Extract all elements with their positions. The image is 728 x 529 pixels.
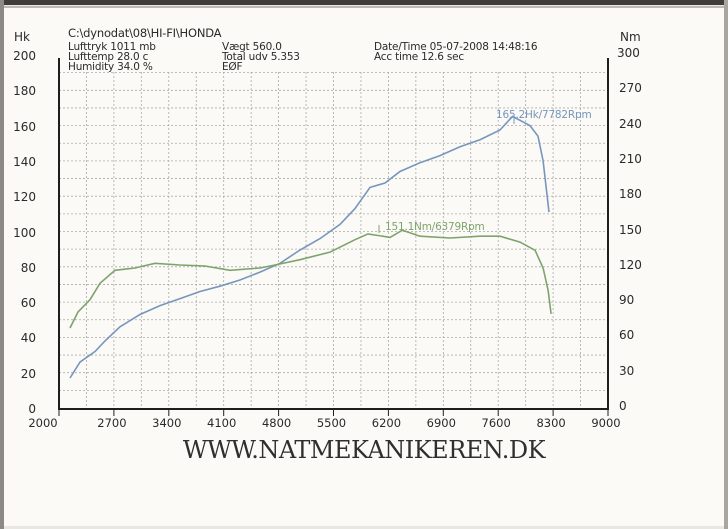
x-tick-label: 4100 [207, 416, 237, 430]
x-tick-label: 2700 [97, 416, 127, 430]
x-tick-label: 6200 [371, 416, 402, 430]
grid-lines [59, 72, 608, 408]
x-tick-label: 3400 [152, 416, 182, 430]
left-tick-label: 180 [13, 84, 36, 99]
x-tick-label: 7600 [481, 416, 511, 430]
total-gear-ratio: Total udv 5.353 [222, 51, 300, 63]
air-temp: Lufttemp 28.0 c [68, 51, 149, 63]
x-tick-label: 2000 [28, 416, 58, 430]
right-tick-label: 120 [619, 257, 642, 272]
scan-edge-left [0, 0, 4, 529]
left-tick-label: 40 [20, 331, 36, 346]
left-tick-label: 80 [20, 260, 36, 275]
humidity: Humidity 34.0 % [68, 61, 153, 73]
x-tick-label: 8300 [536, 416, 566, 430]
left-tick-label: 0 [28, 402, 36, 416]
left-tick-label: 20 [20, 366, 36, 381]
right-tick-label: 150 [619, 222, 642, 237]
right-tick-label: 270 [619, 81, 642, 96]
left-tick-label: 60 [20, 296, 36, 311]
right-tick-label: 0 [619, 399, 627, 413]
left-tick-label: 160 [13, 119, 36, 134]
x-tick-marks [58, 409, 609, 416]
file-path: C:\dynodat\08\HI-FI\HONDA [68, 26, 222, 40]
power-peak-label: 165.2Hk/7782Rpm [496, 109, 592, 121]
weight: Vægt 560.0 [222, 41, 282, 53]
air-pressure: Lufttryk 1011 mb [68, 41, 156, 53]
scan-edge-right [724, 0, 728, 529]
right-tick-label: 180 [619, 187, 642, 202]
torque-curve [69, 229, 552, 329]
dyno-sheet [4, 6, 724, 526]
x-tick-label: 9000 [591, 416, 621, 430]
date-time: Date/Time 05-07-2008 14:48:16 [374, 41, 538, 53]
right-tick-label: 210 [619, 151, 642, 166]
torque-peak-label: 151.1Nm/6379Rpm [385, 221, 485, 233]
right-tick-label: 240 [619, 116, 642, 131]
right-tick-label: 90 [619, 293, 635, 308]
left-axis-unit: Hk [14, 30, 30, 44]
eof-marker: EØF [222, 61, 243, 73]
left-tick-label: 140 [13, 154, 36, 169]
power-curve [69, 115, 550, 379]
acc-time: Acc time 12.6 sec [374, 51, 464, 63]
left-tick-label: 100 [13, 225, 36, 240]
right-tick-label: 300 [617, 46, 640, 60]
right-tick-label: 60 [619, 328, 635, 343]
right-axis-unit: Nm [620, 30, 641, 44]
x-tick-label: 6900 [426, 416, 456, 430]
x-tick-label: 5500 [316, 416, 347, 430]
x-tick-label: 4800 [261, 416, 292, 430]
scan-edge-top [0, 0, 728, 5]
left-tick-label: 200 [13, 49, 36, 63]
left-tick-label: 120 [13, 190, 36, 205]
website-footer: WWW.NATMEKANIKEREN.DK [182, 436, 546, 464]
right-tick-label: 30 [619, 363, 635, 378]
